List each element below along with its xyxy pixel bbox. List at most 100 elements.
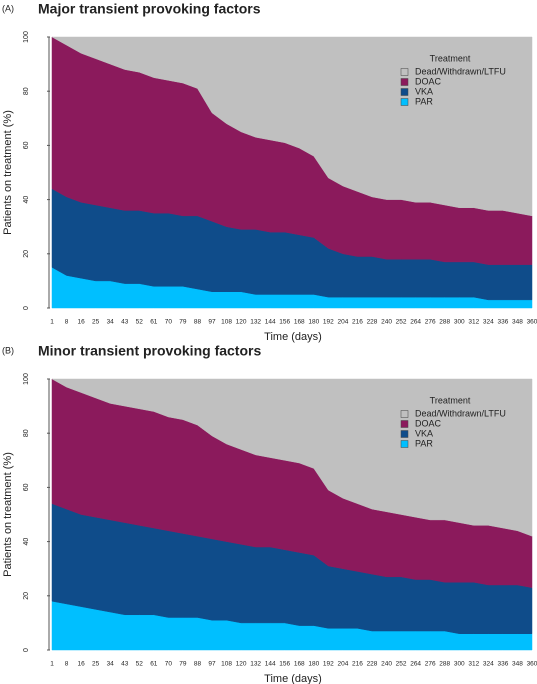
x-tick-label: 52 bbox=[136, 319, 144, 326]
legend-swatch bbox=[400, 420, 409, 428]
x-tick-label: 348 bbox=[512, 319, 523, 326]
x-tick-label: 144 bbox=[265, 661, 276, 668]
x-tick-label: 180 bbox=[308, 661, 319, 668]
x-tick-label: 360 bbox=[527, 661, 537, 668]
x-tick-label: 228 bbox=[367, 319, 378, 326]
x-tick-label: 1 bbox=[50, 319, 54, 326]
x-tick-label: 1 bbox=[50, 661, 54, 668]
x-tick-label: 61 bbox=[150, 319, 158, 326]
x-tick-label: 264 bbox=[410, 661, 421, 668]
x-tick-label: 204 bbox=[337, 661, 348, 668]
x-tick-label: 156 bbox=[279, 661, 290, 668]
x-tick-label: 204 bbox=[337, 319, 348, 326]
x-axis-label: Time (days) bbox=[264, 673, 322, 684]
x-tick-label: 132 bbox=[250, 661, 261, 668]
x-tick-label: 300 bbox=[454, 319, 465, 326]
x-tick-label: 324 bbox=[483, 319, 494, 326]
x-tick-label: 216 bbox=[352, 661, 363, 668]
legend-label: Dead/Withdrawn/LTFU bbox=[415, 66, 506, 76]
x-tick-label: 264 bbox=[410, 319, 421, 326]
y-tick-label: 60 bbox=[23, 141, 30, 149]
x-tick-label: 312 bbox=[468, 319, 479, 326]
x-tick-label: 324 bbox=[483, 661, 494, 668]
y-tick-label: 20 bbox=[23, 250, 30, 258]
x-tick-label: 34 bbox=[107, 661, 115, 668]
x-tick-label: 168 bbox=[294, 319, 305, 326]
chart-panel: (B) Minor transient provoking factors0204… bbox=[2, 343, 537, 684]
x-tick-label: 240 bbox=[381, 319, 392, 326]
panel-label: (B) bbox=[2, 345, 14, 355]
x-tick-label: 97 bbox=[208, 661, 216, 668]
x-tick-label: 288 bbox=[439, 661, 450, 668]
area bbox=[51, 378, 533, 537]
legend-swatch bbox=[400, 88, 409, 96]
legend-title: Treatment bbox=[430, 53, 471, 63]
x-tick-label: 216 bbox=[352, 319, 363, 326]
x-tick-label: 252 bbox=[396, 319, 407, 326]
legend-label: DOAC bbox=[415, 418, 442, 428]
x-tick-label: 168 bbox=[294, 661, 305, 668]
y-tick-label: 40 bbox=[23, 196, 30, 204]
x-tick-label: 34 bbox=[107, 319, 115, 326]
y-tick-label: 100 bbox=[23, 31, 30, 43]
x-tick-label: 300 bbox=[454, 661, 465, 668]
legend-swatch bbox=[400, 98, 409, 106]
x-tick-label: 8 bbox=[65, 319, 69, 326]
chart-panel: (A) Major transient provoking factors0204… bbox=[2, 1, 537, 343]
x-tick-label: 360 bbox=[527, 319, 537, 326]
x-tick-label: 25 bbox=[92, 661, 100, 668]
x-tick-label: 120 bbox=[236, 319, 247, 326]
legend-label: VKA bbox=[415, 428, 433, 438]
x-tick-label: 70 bbox=[165, 661, 173, 668]
chart-title: Major transient provoking factors bbox=[38, 1, 261, 17]
legend-title: Treatment bbox=[430, 395, 471, 405]
x-tick-label: 70 bbox=[165, 319, 173, 326]
y-tick-label: 100 bbox=[23, 373, 30, 385]
x-tick-label: 88 bbox=[194, 661, 202, 668]
x-tick-label: 276 bbox=[425, 319, 436, 326]
x-tick-label: 312 bbox=[468, 661, 479, 668]
x-tick-label: 180 bbox=[308, 319, 319, 326]
x-tick-label: 16 bbox=[77, 661, 85, 668]
x-tick-label: 192 bbox=[323, 661, 334, 668]
x-tick-label: 336 bbox=[497, 319, 508, 326]
x-tick-label: 16 bbox=[77, 319, 85, 326]
x-tick-label: 61 bbox=[150, 661, 158, 668]
x-tick-label: 144 bbox=[265, 319, 276, 326]
x-tick-label: 43 bbox=[121, 319, 129, 326]
legend-swatch bbox=[400, 78, 409, 86]
legend-swatch bbox=[400, 440, 409, 448]
x-tick-label: 228 bbox=[367, 661, 378, 668]
x-tick-label: 276 bbox=[425, 661, 436, 668]
x-tick-label: 43 bbox=[121, 661, 129, 668]
x-tick-label: 156 bbox=[279, 319, 290, 326]
panel-label: (A) bbox=[2, 3, 14, 13]
x-tick-label: 132 bbox=[250, 319, 261, 326]
legend-swatch bbox=[400, 430, 409, 438]
x-tick-label: 8 bbox=[65, 661, 69, 668]
x-tick-label: 25 bbox=[92, 319, 100, 326]
x-tick-label: 52 bbox=[136, 661, 144, 668]
x-tick-label: 240 bbox=[381, 661, 392, 668]
x-tick-label: 79 bbox=[179, 661, 187, 668]
x-tick-label: 252 bbox=[396, 661, 407, 668]
x-tick-label: 88 bbox=[194, 319, 202, 326]
y-axis-label: Patients on treatment (%) bbox=[2, 452, 14, 577]
legend-swatch bbox=[400, 410, 409, 418]
legend-label: DOAC bbox=[415, 76, 442, 86]
x-tick-label: 108 bbox=[221, 661, 232, 668]
y-tick-label: 80 bbox=[23, 87, 30, 95]
x-tick-label: 108 bbox=[221, 319, 232, 326]
y-tick-label: 20 bbox=[23, 592, 30, 600]
legend-label: VKA bbox=[415, 86, 433, 96]
y-tick-label: 40 bbox=[23, 538, 30, 546]
y-tick-label: 0 bbox=[23, 306, 30, 310]
y-tick-label: 60 bbox=[23, 483, 30, 491]
chart-title: Minor transient provoking factors bbox=[38, 343, 261, 359]
legend-label: PAR bbox=[415, 96, 433, 106]
x-tick-label: 348 bbox=[512, 661, 523, 668]
legend-swatch bbox=[400, 68, 409, 76]
legend-label: Dead/Withdrawn/LTFU bbox=[415, 408, 506, 418]
x-tick-label: 336 bbox=[497, 661, 508, 668]
